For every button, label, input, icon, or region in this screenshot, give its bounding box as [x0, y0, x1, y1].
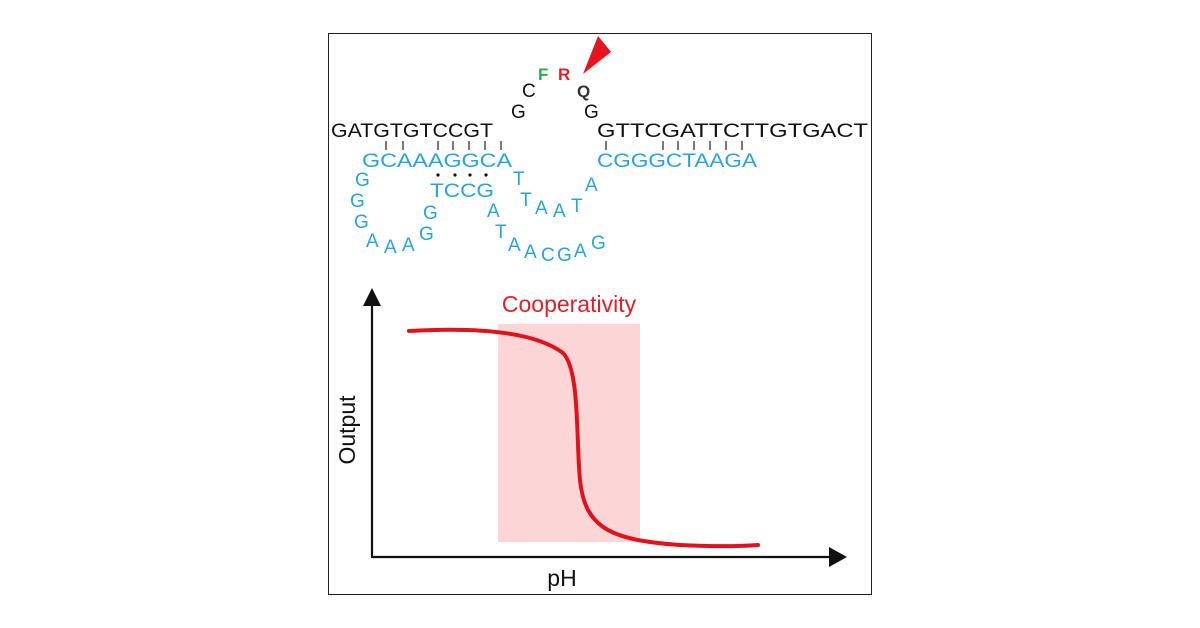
left-loop-g3: G [354, 212, 369, 233]
cat-loop2-g1: G [557, 245, 572, 266]
cat-loop1-t2: T [520, 190, 532, 211]
cat-loop2-a2: A [508, 235, 521, 256]
response-plot: Cooperativity pH Output [334, 288, 847, 591]
dnazyme-right-arm: CGGGCTAAGA [597, 151, 757, 172]
cat-loop2-a3: A [524, 242, 537, 263]
left-loop-a3: A [402, 235, 415, 256]
left-loop-g4: G [419, 224, 434, 245]
response-curve [407, 327, 760, 549]
left-loop-a2: A [384, 237, 397, 258]
left-loop-g5: G [423, 203, 438, 224]
base-pair-ticks [385, 141, 743, 150]
substrate-right: GTTCGATTCTTGTGACT [597, 121, 868, 142]
ribo-r: R [558, 65, 570, 84]
cooperativity-label: Cooperativity [502, 291, 637, 317]
cat-loop1-a1: A [535, 198, 548, 219]
cat-loop1-t3: T [571, 196, 583, 217]
wobble-dots [436, 173, 488, 177]
left-loop-g1: G [355, 170, 370, 191]
cat-loop2-t1: T [495, 222, 507, 243]
quencher-q: Q [577, 82, 590, 101]
cat-loop1-a3: A [585, 175, 598, 196]
dnazyme-left-arm: GCAAAGGCA [362, 151, 512, 172]
cat-loop1-t1: T [513, 169, 525, 190]
y-axis-label: Output [334, 395, 360, 465]
cat-loop1-a2: A [553, 201, 566, 222]
loop-base-g2: G [584, 102, 599, 123]
dnazyme-stem: TCCG [430, 181, 494, 202]
left-loop-g2: G [350, 191, 365, 212]
x-axis-arrow-icon [829, 547, 847, 567]
substrate-left: GATGTGTCCGT [331, 121, 493, 142]
cat-loop2-a4: A [574, 241, 587, 262]
y-axis-arrow-icon [363, 288, 381, 306]
left-loop-a1: A [366, 231, 379, 252]
dna-structure: GATGTGTCCGT GTTCGATTCTTGTGACT G C F R Q … [331, 36, 868, 266]
cooperativity-region [498, 324, 640, 542]
cat-loop2-c: C [541, 245, 555, 266]
loop-base-c: C [522, 81, 536, 102]
loop-base-g1: G [511, 102, 526, 123]
fluorophore-f: F [538, 65, 548, 84]
cleavage-site-marker [583, 36, 611, 74]
x-axis-label: pH [547, 565, 576, 591]
cat-loop2-a1: A [487, 201, 500, 222]
cat-loop2-g2: G [591, 233, 606, 254]
